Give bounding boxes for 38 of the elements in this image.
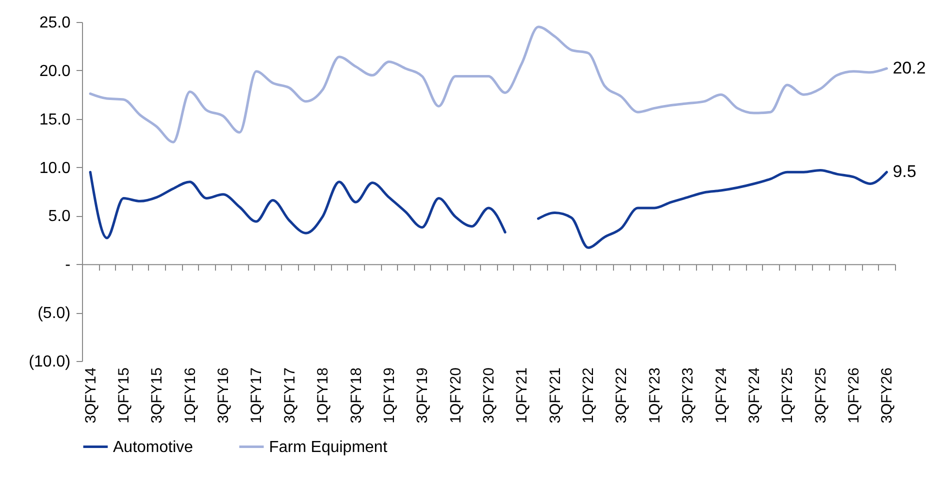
y-tick-label: 10.0 <box>39 160 71 177</box>
legend-label: Farm Equipment <box>269 438 388 456</box>
y-tick-label: 20.0 <box>39 62 71 80</box>
y-tick-label: - <box>65 256 70 274</box>
x-tick-label: 3QFY19 <box>414 368 432 424</box>
x-tick-label: 1QFY24 <box>712 368 730 424</box>
x-tick-label: 1QFY25 <box>779 368 796 424</box>
x-tick-label: 1QFY19 <box>380 368 398 424</box>
x-tick-label: 3QFY26 <box>878 368 896 424</box>
x-tick-label: 1QFY21 <box>514 368 531 424</box>
x-tick-label: 3QFY21 <box>546 368 564 424</box>
x-tick-label: 3QFY15 <box>148 368 166 424</box>
y-tick-label: (5.0) <box>38 305 70 322</box>
x-tick-label: 3QFY20 <box>480 368 498 424</box>
y-tick-label: (10.0) <box>28 354 70 370</box>
y-tick-label: 15.0 <box>39 111 71 128</box>
x-tick-label: 1QFY22 <box>580 368 598 424</box>
x-tick-label: 1QFY15 <box>115 368 132 424</box>
legend-label: Automotive <box>113 438 194 456</box>
x-tick-label: 1QFY18 <box>314 368 332 424</box>
y-tick-label: 5.0 <box>48 208 71 226</box>
x-tick-label: 1QFY17 <box>248 368 266 424</box>
x-tick-label: 3QFY22 <box>613 368 630 424</box>
y-tick-label: 25.0 <box>39 14 71 32</box>
x-tick-label: 3QFY24 <box>746 368 763 424</box>
x-tick-label: 3QFY17 <box>281 368 298 424</box>
data-label: 20.2 <box>892 58 926 78</box>
x-tick-label: 3QFY14 <box>82 368 100 424</box>
data-label: 9.5 <box>892 162 916 182</box>
x-tick-label: 3QFY25 <box>812 368 830 424</box>
x-tick-label: 1QFY16 <box>182 368 199 424</box>
x-tick-label: 3QFY16 <box>215 368 232 424</box>
x-tick-label: 3QFY23 <box>680 368 697 424</box>
x-tick-label: 1QFY23 <box>646 368 664 424</box>
x-tick-label: 1QFY26 <box>846 368 863 424</box>
x-tick-label: 1QFY20 <box>447 368 464 424</box>
x-tick-label: 3QFY18 <box>348 368 365 424</box>
line-series <box>89 26 888 144</box>
